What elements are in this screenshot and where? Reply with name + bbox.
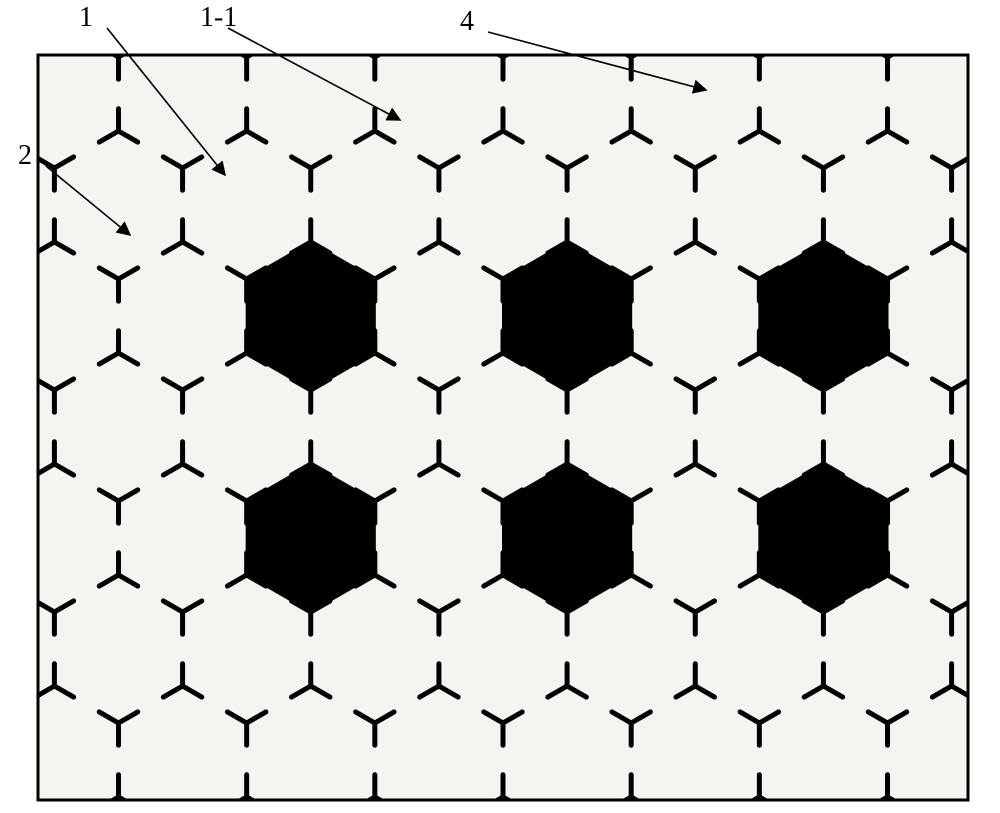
hex-edge-stub	[996, 268, 1000, 279]
hex-edge-stub	[35, 20, 54, 31]
hex-edge-stub	[54, 20, 73, 31]
hex-edge-stub	[823, 20, 842, 31]
hex-edge-stub	[0, 268, 10, 279]
hex-edge-stub	[996, 797, 1000, 808]
hex-edge-stub	[996, 712, 1000, 723]
hex-edge-stub	[163, 20, 182, 31]
hex-edge-stub	[695, 20, 714, 31]
hex-edge-stub	[0, 490, 10, 501]
callout-label-4: 4	[460, 6, 474, 38]
hex-edge-stub	[952, 20, 971, 31]
hex-edge-stub	[996, 575, 1000, 586]
hex-edge-stub	[0, 353, 10, 364]
hex-edge-stub	[292, 20, 311, 31]
hex-edge-stub	[932, 20, 951, 31]
hex-edge-stub	[548, 20, 567, 31]
hex-edge-stub	[676, 20, 695, 31]
hex-edge-stub	[567, 20, 586, 31]
hex-edge-stub	[996, 46, 1000, 57]
callout-label-1-1: 1-1	[200, 2, 237, 34]
hex-edge-stub	[0, 131, 10, 142]
hex-edge-stub	[996, 131, 1000, 142]
callout-label-2: 2	[18, 140, 32, 172]
hex-edge-stub	[311, 20, 330, 31]
hex-edge-stub	[439, 20, 458, 31]
hex-edge-stub	[0, 575, 10, 586]
hex-edge-stub	[420, 20, 439, 31]
callout-label-1: 1	[79, 2, 93, 34]
hex-edge-stub	[0, 797, 10, 808]
hex-edge-stub	[0, 46, 10, 57]
hex-edge-stub	[996, 353, 1000, 364]
hex-edge-stub	[804, 20, 823, 31]
diagram-root: 1 1-1 4 2	[0, 0, 1000, 813]
hex-edge-stub	[0, 712, 10, 723]
hex-edge-stub	[183, 20, 202, 31]
hex-edge-stub	[996, 490, 1000, 501]
diagram-svg	[0, 0, 1000, 813]
